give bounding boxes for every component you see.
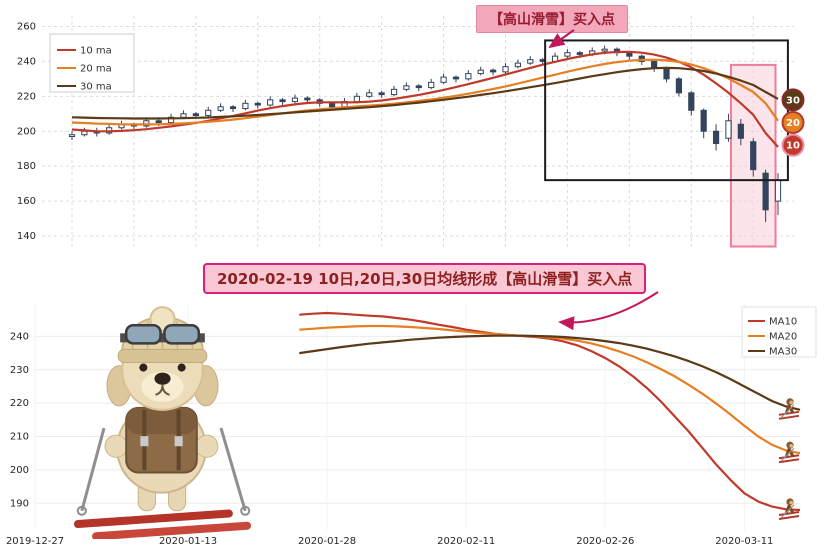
skier-icon: [778, 398, 800, 420]
ma-badge: [781, 133, 805, 157]
y-tick-label: 190: [10, 498, 29, 509]
ma-badge-label: 10: [786, 141, 800, 152]
bottom-legend: MA10 MA20 MA30: [741, 306, 817, 358]
candlestick: [403, 85, 410, 90]
y-tick-label: 160: [17, 196, 36, 207]
ma-line-20ma: [71, 58, 779, 126]
ski-goggles: [120, 323, 205, 345]
ma-badge: [781, 88, 805, 112]
top-legend: 10 ma 20 ma 30 ma: [49, 33, 135, 93]
x-tick-label: 2019-12-27: [6, 536, 64, 547]
dog-head: [106, 306, 219, 411]
candlestick: [242, 102, 249, 110]
y-tick-label: 200: [17, 126, 36, 137]
candlestick: [688, 92, 695, 111]
candlestick: [304, 97, 311, 101]
legend-label: MA20: [769, 332, 797, 343]
candlestick: [440, 76, 447, 83]
candlestick: [737, 123, 744, 139]
y-tick-label: 230: [10, 365, 29, 376]
candlestick: [700, 109, 707, 132]
candlestick: [267, 99, 274, 106]
candlestick: [626, 52, 633, 57]
candlestick: [81, 130, 88, 136]
top-plot: 140 160 180 200 220 240 260 30 20 10: [17, 16, 805, 250]
skier-icon: [778, 441, 800, 464]
y-tick-label: 200: [10, 465, 29, 476]
candlestick: [712, 130, 720, 144]
candlestick: [353, 95, 360, 103]
legend-label: MA10: [769, 317, 797, 328]
backpack: [125, 406, 198, 474]
x-tick-label: 2020-01-13: [159, 536, 217, 547]
ma-badge-label: 30: [786, 95, 800, 106]
x-tick-label: 2020-02-26: [576, 536, 634, 547]
top-candlestick-chart: 140 160 180 200 220 240 260 30 20 10 10 ma 20 ma 30 …: [17, 16, 805, 250]
x-tick-label: 2020-01-28: [298, 536, 356, 547]
ma-badge-label: 20: [786, 118, 800, 129]
candlestick: [750, 141, 757, 171]
ma-line-MA30: [299, 334, 801, 411]
candlestick: [217, 106, 224, 111]
candlestick: [155, 120, 162, 124]
candlestick: [490, 69, 497, 73]
y-tick-label: 180: [17, 161, 36, 172]
ma-line-MA20: [299, 324, 801, 455]
legend-label: 30 ma: [80, 82, 112, 93]
candlestick: [774, 179, 782, 202]
candlestick: [514, 62, 521, 68]
skiing-dog-image: [73, 306, 252, 539]
candlestick: [663, 67, 670, 80]
highlight-box: [544, 39, 789, 182]
candlestick: [291, 97, 299, 103]
x-tick-label: 2020-02-11: [437, 536, 495, 547]
legend-label: 20 ma: [80, 64, 112, 75]
y-tick-label: 220: [10, 398, 29, 409]
candlestick: [329, 102, 336, 108]
candlestick: [762, 172, 769, 211]
candlestick: [428, 81, 435, 89]
candlestick: [564, 52, 571, 57]
candlestick: [601, 48, 608, 52]
candlestick: [452, 76, 460, 80]
candlestick: [415, 85, 422, 89]
candlestick: [68, 134, 76, 137]
candlestick: [192, 113, 199, 117]
candlestick: [180, 113, 187, 118]
candlestick: [675, 78, 683, 94]
candlestick: [477, 69, 484, 75]
candlestick: [502, 66, 509, 73]
dog-body: [104, 402, 219, 512]
candlestick: [254, 102, 261, 106]
ma-line-chart: 190 200 210 220 230 240 2019-12-27 2020-01-13 20…: [6, 303, 817, 547]
legend-label: 10 ma: [80, 46, 112, 57]
legend-label: MA30: [769, 347, 797, 358]
candlestick: [390, 88, 398, 96]
y-tick-label: 140: [17, 231, 36, 242]
ski-poles: [76, 427, 251, 516]
candlestick: [205, 109, 212, 117]
candlestick: [576, 52, 583, 55]
ma-line-MA10: [299, 311, 801, 512]
skis: [73, 509, 252, 539]
x-tick-label: 2020-03-11: [715, 536, 773, 547]
candlestick: [366, 92, 373, 97]
y-tick-label: 240: [17, 56, 36, 67]
candlestick: [279, 99, 286, 103]
candlestick: [465, 73, 472, 80]
ma-convergence-callout: 2020-02-19 10日,20日,30日均线形成【高山滑雪】买入点: [203, 263, 647, 294]
candlestick: [527, 59, 534, 64]
buy-point-callout: 【高山滑雪】买入点: [476, 5, 628, 33]
candlestick: [378, 92, 385, 96]
y-tick-label: 260: [17, 21, 36, 32]
y-tick-label: 220: [17, 91, 36, 102]
y-tick-label: 240: [10, 331, 29, 342]
ma-line-30ma: [71, 66, 779, 120]
ma-badge: [781, 111, 805, 135]
skier-icon: [778, 498, 800, 520]
candlestick: [725, 120, 732, 139]
y-tick-label: 210: [10, 432, 29, 443]
candlestick: [229, 106, 237, 110]
